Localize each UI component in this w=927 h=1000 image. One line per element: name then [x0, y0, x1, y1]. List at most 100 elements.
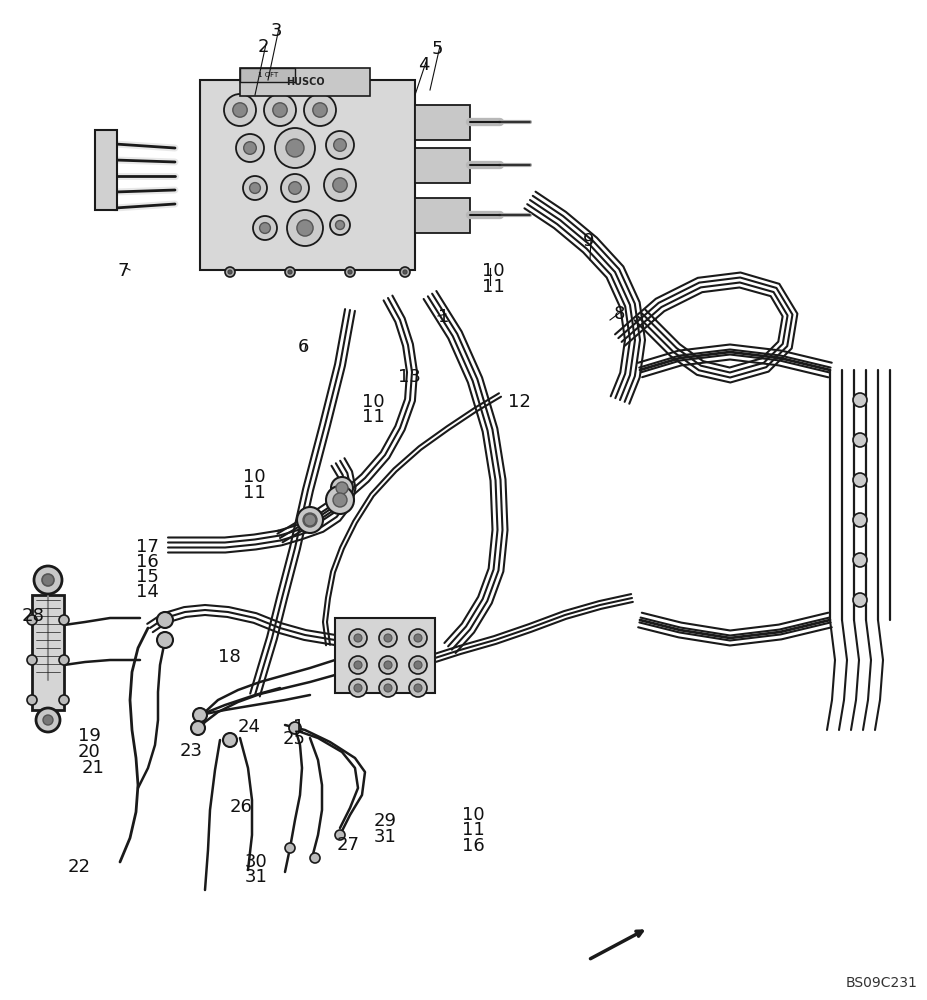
Text: 28: 28	[22, 607, 44, 625]
Circle shape	[298, 508, 322, 532]
Circle shape	[43, 715, 53, 725]
Text: 15: 15	[136, 568, 159, 586]
Circle shape	[384, 634, 391, 642]
Circle shape	[331, 477, 352, 499]
Circle shape	[384, 661, 391, 669]
Text: 31: 31	[245, 868, 268, 886]
Text: 13: 13	[398, 368, 421, 386]
Text: 2: 2	[258, 38, 269, 56]
Bar	[32, 595, 64, 710]
Circle shape	[310, 853, 320, 863]
Text: 20: 20	[78, 743, 101, 761]
Text: 1 OFT: 1 OFT	[258, 72, 278, 78]
Circle shape	[297, 220, 312, 236]
Text: 11: 11	[243, 484, 265, 502]
Circle shape	[253, 216, 276, 240]
Text: 16: 16	[462, 837, 484, 855]
Circle shape	[288, 182, 301, 194]
Text: 4: 4	[417, 56, 429, 74]
Text: 25: 25	[283, 730, 306, 748]
Text: 23: 23	[180, 742, 203, 760]
Text: 30: 30	[245, 853, 268, 871]
Circle shape	[852, 433, 866, 447]
Bar	[414, 198, 469, 233]
Bar	[95, 130, 117, 210]
Circle shape	[304, 94, 336, 126]
Text: 10: 10	[362, 393, 384, 411]
Circle shape	[285, 843, 295, 853]
Text: 9: 9	[582, 232, 594, 250]
Circle shape	[325, 131, 353, 159]
Bar	[414, 105, 469, 140]
Circle shape	[353, 634, 362, 642]
Text: 19: 19	[78, 727, 101, 745]
Circle shape	[249, 183, 260, 193]
Text: 17: 17	[136, 538, 159, 556]
Circle shape	[349, 679, 366, 697]
Circle shape	[852, 553, 866, 567]
Circle shape	[260, 223, 270, 233]
Circle shape	[36, 708, 60, 732]
Text: 24: 24	[237, 718, 260, 736]
Circle shape	[852, 513, 866, 527]
Circle shape	[27, 615, 37, 625]
Circle shape	[228, 270, 232, 274]
Circle shape	[157, 612, 172, 628]
Circle shape	[852, 393, 866, 407]
Circle shape	[286, 210, 323, 246]
Circle shape	[378, 629, 397, 647]
Text: 10: 10	[462, 806, 484, 824]
Bar	[240, 68, 295, 82]
Circle shape	[335, 830, 345, 840]
Text: 1: 1	[438, 308, 449, 326]
Circle shape	[402, 270, 407, 274]
Circle shape	[345, 267, 355, 277]
Bar	[414, 148, 469, 183]
Circle shape	[353, 661, 362, 669]
Circle shape	[285, 267, 295, 277]
Text: 5: 5	[432, 40, 443, 58]
Text: 11: 11	[481, 278, 504, 296]
Circle shape	[413, 661, 422, 669]
Text: 29: 29	[374, 812, 397, 830]
Text: 7: 7	[118, 262, 130, 280]
Circle shape	[273, 103, 286, 117]
Text: 21: 21	[82, 759, 105, 777]
Circle shape	[223, 94, 256, 126]
Circle shape	[409, 679, 426, 697]
Bar	[240, 68, 370, 96]
Text: 22: 22	[68, 858, 91, 876]
Circle shape	[303, 513, 317, 527]
Circle shape	[378, 679, 397, 697]
Circle shape	[333, 493, 347, 507]
Circle shape	[378, 656, 397, 674]
Circle shape	[274, 128, 314, 168]
Circle shape	[233, 103, 247, 117]
Circle shape	[336, 482, 348, 494]
Circle shape	[336, 221, 344, 230]
Circle shape	[353, 684, 362, 692]
Circle shape	[27, 655, 37, 665]
Circle shape	[59, 615, 69, 625]
Text: HUSCO: HUSCO	[286, 77, 324, 87]
Circle shape	[34, 566, 62, 594]
Circle shape	[409, 629, 426, 647]
Text: 1: 1	[293, 718, 304, 736]
Circle shape	[333, 178, 347, 192]
Text: 11: 11	[362, 408, 385, 426]
Circle shape	[413, 684, 422, 692]
Circle shape	[59, 695, 69, 705]
Text: BS09C231: BS09C231	[845, 976, 917, 990]
Circle shape	[157, 632, 172, 648]
Text: 11: 11	[462, 821, 484, 839]
Circle shape	[349, 656, 366, 674]
Text: 16: 16	[136, 553, 159, 571]
Circle shape	[222, 733, 236, 747]
Circle shape	[349, 629, 366, 647]
Circle shape	[281, 174, 309, 202]
Circle shape	[330, 215, 349, 235]
Circle shape	[852, 593, 866, 607]
Circle shape	[193, 708, 207, 722]
Text: 3: 3	[271, 22, 282, 40]
Circle shape	[263, 94, 296, 126]
